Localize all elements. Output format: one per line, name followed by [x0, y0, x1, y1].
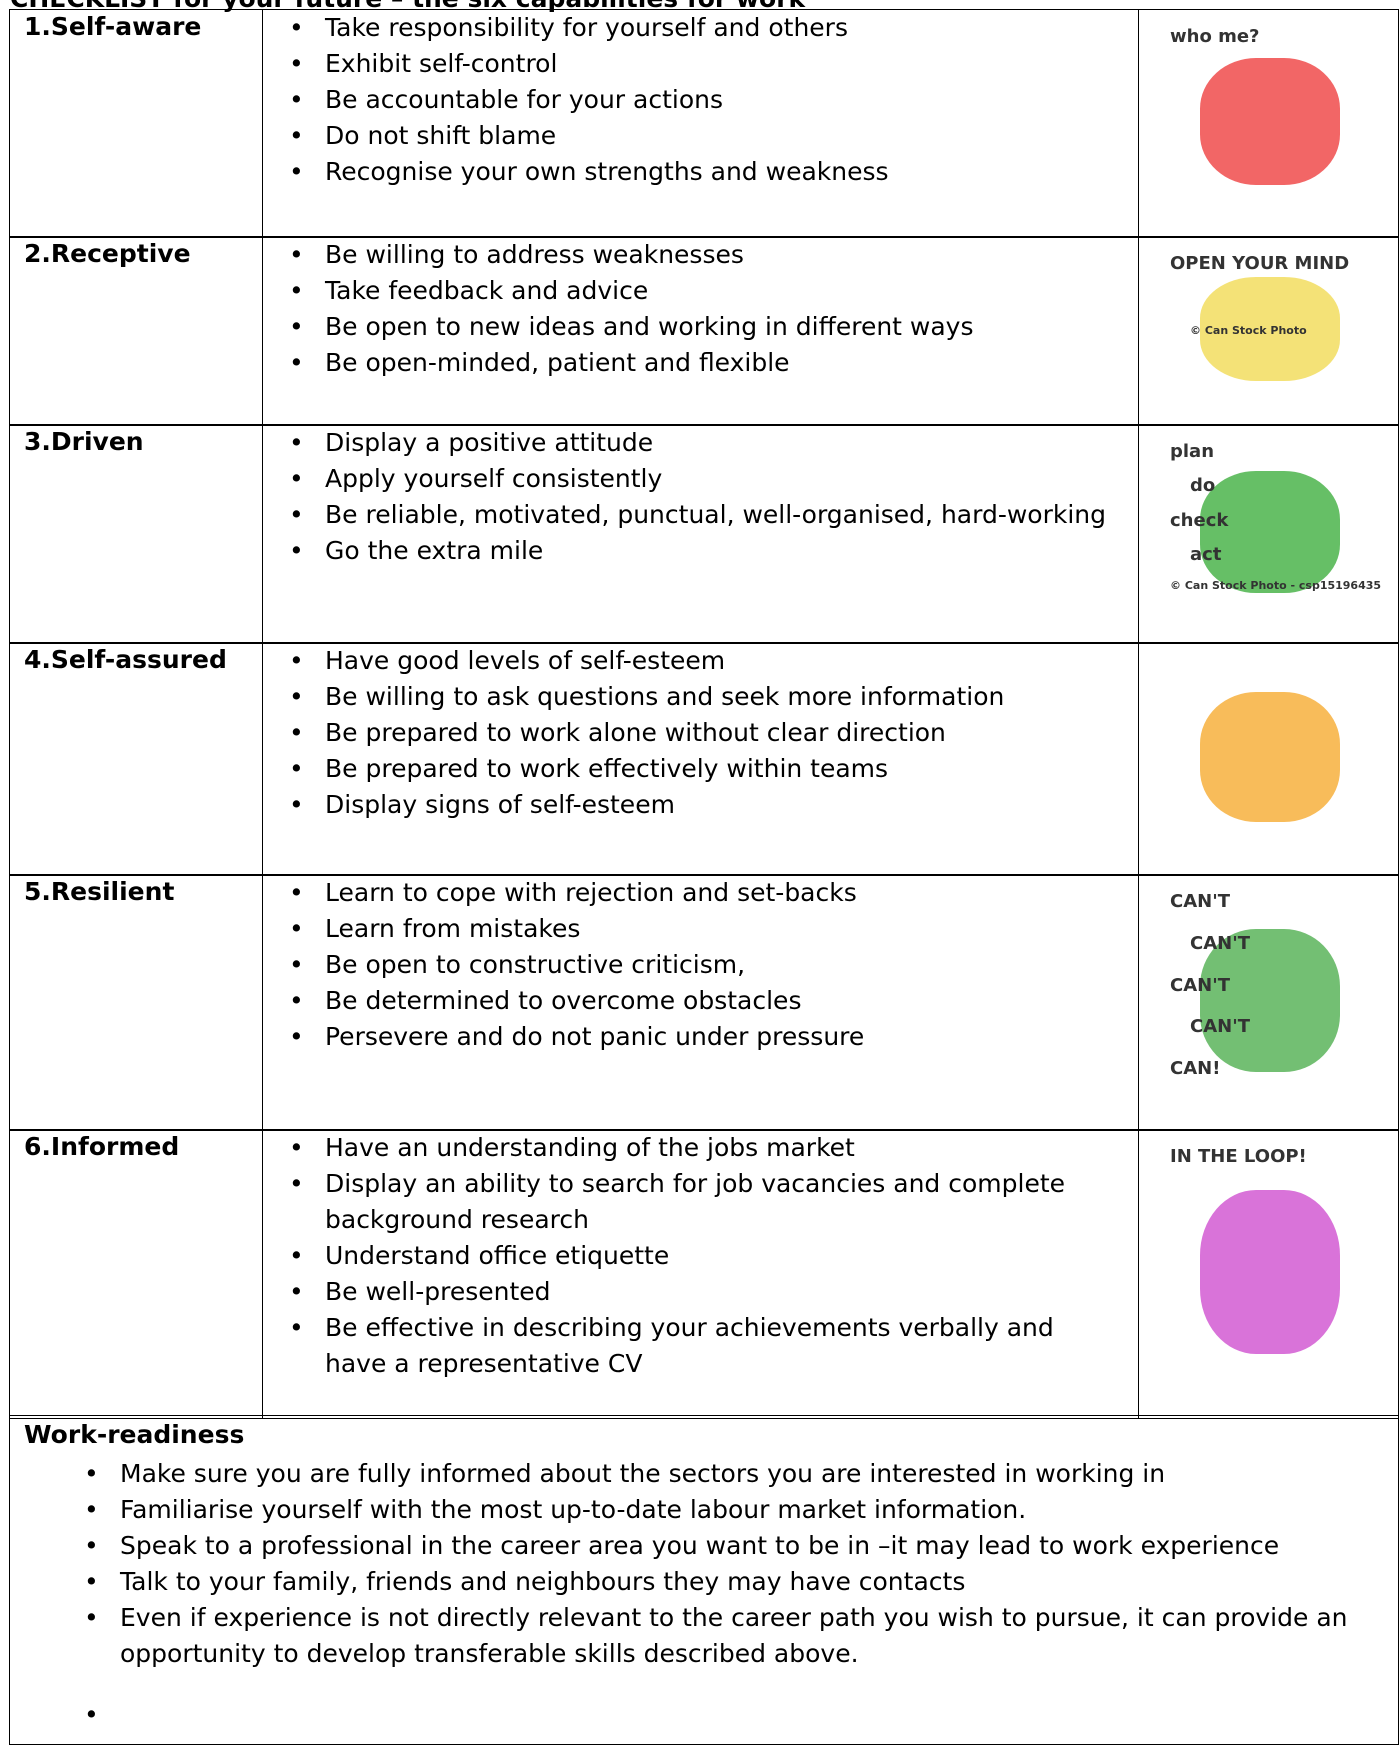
bullet-item: Be willing to address weaknesses [289, 237, 1115, 273]
bullet-item: Display signs of self-esteem [289, 787, 1115, 823]
illustration-shape [1200, 58, 1340, 185]
illustration-text: CAN'T [1170, 974, 1230, 996]
illustration-text: CAN'T [1190, 932, 1250, 954]
bullet-item: Be effective in describing your achievem… [289, 1310, 1115, 1382]
illustration-shape [1200, 277, 1340, 381]
bullet-item: Apply yourself consistently [289, 461, 1115, 497]
bullet-item: Even if experience is not directly relev… [84, 1600, 1360, 1672]
illustration: who me? [1150, 16, 1390, 227]
column-divider [1138, 875, 1139, 1130]
illustration-text: CAN'T [1170, 891, 1230, 912]
illustration-text: act [1190, 544, 1222, 566]
bullet-item: Be prepared to work alone without clear … [289, 715, 1115, 751]
bullet-list: Display a positive attitudeApply yoursel… [289, 425, 1115, 569]
row-label: 6.Informed [24, 1132, 180, 1161]
bullet-item: Speak to a professional in the career ar… [84, 1528, 1360, 1564]
bullet-list: Make sure you are fully informed about t… [84, 1456, 1360, 1672]
bullet-item: Talk to your family, friends and neighbo… [84, 1564, 1360, 1600]
bullet-item: Recognise your own strengths and weaknes… [289, 154, 1115, 190]
bullet-item: Take feedback and advice [289, 273, 1115, 309]
bullet-item: Display a positive attitude [289, 425, 1115, 461]
column-divider [1138, 1130, 1139, 1418]
illustration: IN THE LOOP! [1150, 1136, 1390, 1408]
bullet-item: Be well-presented [289, 1274, 1115, 1310]
bullet-item: Persevere and do not panic under pressur… [289, 1019, 1115, 1055]
illustration-text: © Can Stock Photo - csp15196435 [1170, 578, 1382, 592]
illustration-text: OPEN YOUR MIND [1170, 253, 1350, 274]
bullet-item: Do not shift blame [289, 118, 1115, 154]
illustration-shape [1200, 928, 1340, 1073]
bullet-item: Have an understanding of the jobs market [289, 1130, 1115, 1166]
bullet-item: Be reliable, motivated, punctual, well-o… [289, 497, 1115, 533]
bullet-item: Be willing to ask questions and seek mor… [289, 679, 1115, 715]
illustration-shape [1200, 692, 1340, 822]
illustration-text: check [1170, 509, 1229, 531]
column-divider [262, 1130, 263, 1418]
table-row: 4.Self-assured Have good levels of self-e… [9, 642, 1399, 876]
row-label: 2.Receptive [24, 239, 191, 268]
illustration-text: who me? [1170, 26, 1260, 47]
illustration-text: do [1190, 475, 1216, 497]
bullet-list: Take responsibility for yourself and oth… [289, 10, 1115, 190]
column-divider [1138, 237, 1139, 425]
bullet-item: Be open to new ideas and working in diff… [289, 309, 1115, 345]
table-row: 5.Resilient Learn to cope with rejection … [9, 874, 1399, 1131]
bullet-item: Take responsibility for yourself and oth… [289, 10, 1115, 46]
bullet-item: Understand office etiquette [289, 1238, 1115, 1274]
bullet-item: Exhibit self-control [289, 46, 1115, 82]
row-label: 3.Driven [24, 427, 144, 456]
work-readiness: Work-readiness Make sure you are fully i… [9, 1415, 1399, 1745]
column-divider [1138, 643, 1139, 875]
bullet-item: Be accountable for your actions [289, 82, 1115, 118]
illustration: plan do check act © Can Stock Photo - csp151… [1150, 431, 1390, 633]
illustration: CAN'T CAN'T CAN'T CAN'T CAN! [1150, 881, 1390, 1120]
row-label: 5.Resilient [24, 877, 175, 906]
column-divider [262, 10, 263, 237]
column-divider [1138, 425, 1139, 643]
column-divider [262, 643, 263, 875]
row-label: 1.Self-aware [24, 12, 202, 41]
bullet-item: Learn from mistakes [289, 911, 1115, 947]
table-row: 3.Driven Display a positive attitudeApply… [9, 424, 1399, 644]
bullet-list: Have an understanding of the jobs market… [289, 1130, 1115, 1382]
section-title: Work-readiness [24, 1420, 245, 1449]
bullet-item: Be open to constructive criticism, [289, 947, 1115, 983]
illustration: OPEN YOUR MIND © Can Stock Photo [1150, 243, 1390, 415]
column-divider [262, 875, 263, 1130]
bullet-list: Be willing to address weaknessesTake fee… [289, 237, 1115, 381]
illustration-text: IN THE LOOP! [1170, 1146, 1307, 1167]
bullet-item: Learn to cope with rejection and set-bac… [289, 875, 1115, 911]
bullet-list: Have good levels of self-esteemBe willin… [289, 643, 1115, 823]
table-row: 1.Self-aware Take responsibility for your… [9, 9, 1399, 238]
bullet-item: Have good levels of self-esteem [289, 643, 1115, 679]
bullet-item: Display an ability to search for job vac… [289, 1166, 1115, 1238]
bullet-item: Be open-minded, patient and flexible [289, 345, 1115, 381]
bullet-item: Make sure you are fully informed about t… [84, 1456, 1360, 1492]
bullet-item: Go the extra mile [289, 533, 1115, 569]
table-row: 6.Informed Have an understanding of the j… [9, 1129, 1399, 1419]
bullet-item: Familiarise yourself with the most up-to… [84, 1492, 1360, 1528]
bullet-item: Be prepared to work effectively within t… [289, 751, 1115, 787]
illustration-text: CAN! [1170, 1058, 1221, 1080]
bullet-list: Learn to cope with rejection and set-bac… [289, 875, 1115, 1055]
column-divider [262, 425, 263, 643]
illustration-text: CAN'T [1190, 1016, 1250, 1038]
illustration-text: plan [1170, 441, 1215, 462]
row-label: 4.Self-assured [24, 645, 227, 674]
column-divider [262, 237, 263, 425]
empty-bullet: • [84, 1700, 99, 1729]
column-divider [1138, 10, 1139, 237]
bullet-item: Be determined to overcome obstacles [289, 983, 1115, 1019]
illustration-shape [1200, 471, 1340, 593]
illustration [1150, 649, 1390, 865]
illustration-shape [1200, 1190, 1340, 1354]
illustration-text: © Can Stock Photo [1190, 324, 1307, 337]
table-row: 2.Receptive Be willing to address weaknes… [9, 236, 1399, 426]
